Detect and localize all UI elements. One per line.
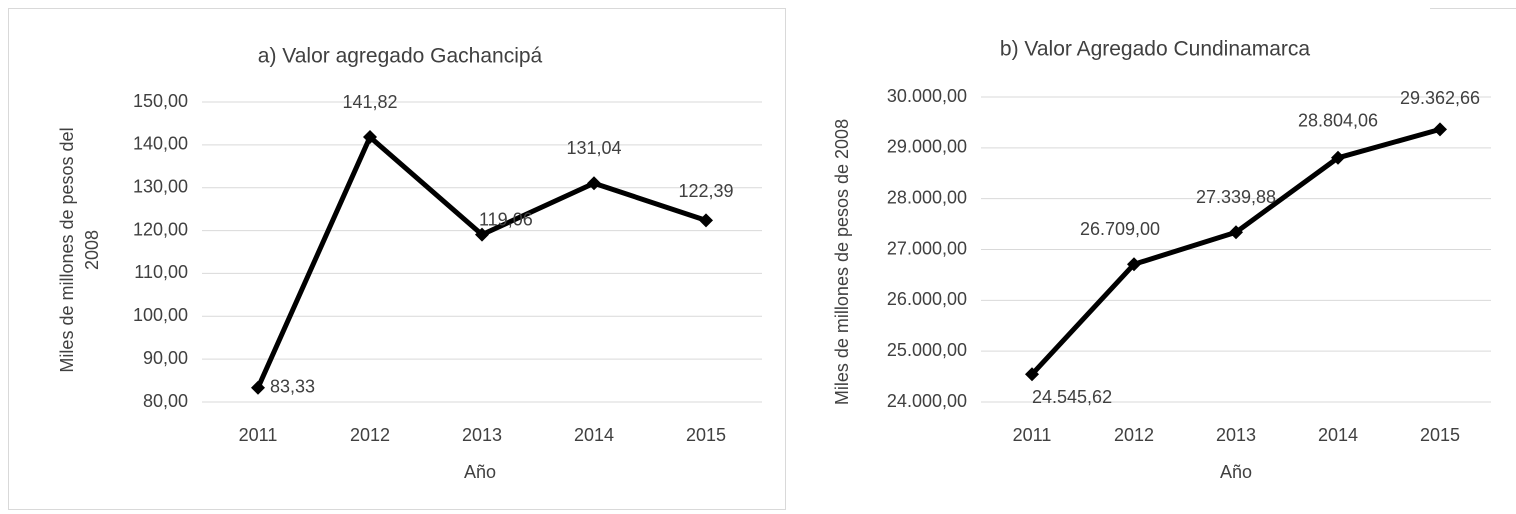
y-tick-label: 140,00	[133, 134, 188, 154]
point-marker	[475, 227, 489, 242]
y-tick-label: 29.000,00	[887, 137, 967, 157]
y-tick-label: 110,00	[134, 262, 188, 282]
y-tick-label: 150,00	[133, 91, 188, 111]
y-tick-label: 28.000,00	[887, 187, 967, 207]
x-tick-label: 2012	[350, 425, 390, 445]
x-tick-label: 2015	[686, 425, 726, 445]
point-marker	[1127, 257, 1141, 272]
y-tick-label: 90,00	[143, 348, 188, 368]
data-label: 26.709,00	[1080, 219, 1160, 239]
point-marker	[1331, 150, 1345, 165]
y-tick-label: 27.000,00	[887, 238, 967, 258]
point-marker	[1433, 122, 1447, 137]
x-tick-label: 2012	[1114, 425, 1154, 445]
y-tick-label: 24.000,00	[887, 391, 967, 411]
series-line	[1030, 126, 1441, 376]
point-marker	[1025, 367, 1039, 382]
data-label: 131,04	[566, 138, 621, 158]
x-tick-label: 2011	[1013, 425, 1052, 445]
data-label: 83,33	[270, 376, 315, 396]
x-tick-label: 2014	[574, 425, 614, 445]
y-tick-label: 25.000,00	[887, 340, 967, 360]
data-label: 24.545,62	[1032, 387, 1112, 407]
x-axis-label: Año	[464, 462, 496, 482]
point-marker	[699, 213, 713, 228]
x-tick-label: 2011	[239, 425, 278, 445]
data-label: 27.339,88	[1196, 187, 1276, 207]
x-tick-label: 2013	[462, 425, 502, 445]
x-tick-label: 2013	[1216, 425, 1256, 445]
data-label: 119,06	[479, 209, 533, 229]
point-marker	[363, 130, 377, 145]
series-line	[255, 134, 707, 389]
point-marker	[251, 380, 265, 395]
y-axis-label: Miles de millones de pesos de 2008	[832, 119, 852, 405]
y-tick-label: 120,00	[133, 219, 188, 239]
chart-title: b) Valor Agregado Cundinamarca	[1000, 38, 1310, 61]
point-marker	[1229, 225, 1243, 240]
y-tick-label: 80,00	[143, 391, 188, 411]
y-tick-label: 26.000,00	[887, 289, 967, 309]
data-label: 122,39	[678, 181, 733, 201]
y-tick-label: 100,00	[133, 305, 188, 325]
point-marker	[587, 176, 601, 191]
data-label: 141,82	[342, 92, 397, 112]
y-tick-label: 130,00	[133, 176, 188, 196]
data-label: 28.804,06	[1298, 111, 1378, 131]
x-tick-label: 2015	[1420, 425, 1460, 445]
data-label: 29.362,66	[1400, 88, 1480, 108]
y-axis-label: 2008	[82, 230, 102, 270]
chart-frame	[8, 8, 786, 510]
chart-title: a) Valor agregado Gachancipá	[258, 45, 543, 68]
y-axis-label: Miles de millones de pesos del	[57, 127, 77, 372]
x-tick-label: 2014	[1318, 425, 1358, 445]
x-axis-label: Año	[1220, 462, 1252, 482]
y-tick-label: 30.000,00	[887, 86, 967, 106]
